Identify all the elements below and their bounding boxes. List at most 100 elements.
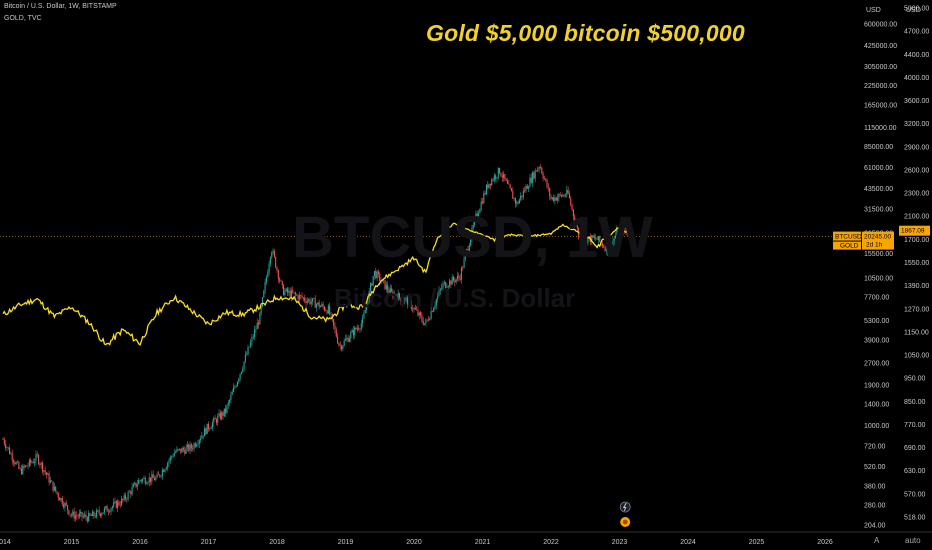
btc-candle-body — [360, 323, 362, 329]
btc-candle-body — [529, 177, 531, 188]
btc-candle-body — [319, 306, 322, 308]
btc-candle-body — [238, 378, 240, 382]
btc-candle-body — [599, 236, 601, 242]
btc-candle-body — [335, 329, 337, 337]
btc-candle-body — [402, 300, 405, 302]
btc-candle-body — [248, 346, 250, 348]
btc-candle-body — [535, 170, 538, 172]
btc-candle-body — [534, 170, 536, 179]
btc-candle-body — [31, 462, 33, 463]
time-tick-label: 2020 — [406, 539, 422, 546]
btc-candle-body — [284, 291, 286, 296]
btc-candle-body — [538, 167, 540, 169]
btc-candle-body — [76, 515, 78, 517]
btc-candle-body — [376, 271, 378, 279]
btc-candle-body — [409, 297, 411, 301]
time-tick-label: 2019 — [338, 539, 354, 546]
left-tick-label: 15500.00 — [864, 251, 893, 258]
earnings-event-dot — [622, 519, 628, 525]
legend-gold[interactable]: GOLD, TVC — [4, 15, 42, 22]
right-price-axis[interactable]: 5000.00 4700.00 4400.00 4000.00 3600.00 3200.… — [904, 6, 929, 522]
btc-candle-body — [554, 197, 556, 202]
right-tick-label: 5000.00 — [904, 6, 929, 13]
btc-candle-body — [275, 256, 277, 268]
btc-candle-body — [41, 462, 44, 472]
btc-candle-body — [391, 288, 393, 292]
legend-btc[interactable]: Bitcoin / U.S. Dollar, 1W, BITSTAMP — [4, 3, 117, 10]
btc-candle-body — [487, 184, 489, 188]
btc-candle-body — [601, 243, 603, 247]
btc-candle-body — [351, 329, 353, 333]
btc-candle-body — [242, 368, 244, 372]
btc-candle-body — [463, 258, 465, 269]
btc-candle-body — [73, 511, 75, 519]
right-tick-label: 4400.00 — [904, 52, 929, 59]
btc-candle-body — [164, 469, 166, 472]
btc-candle-body — [156, 474, 158, 478]
event-markers[interactable] — [619, 501, 631, 527]
btc-candle-body — [466, 249, 468, 254]
btc-candle-body — [377, 271, 379, 274]
btc-candle-body — [177, 449, 179, 450]
btc-candle-body — [97, 510, 99, 511]
btc-candle-body — [595, 237, 597, 240]
watermark-name: Bitcoin / U.S. Dollar — [334, 283, 576, 313]
btc-candle-body — [524, 190, 526, 192]
btc-candle-body — [472, 224, 474, 228]
right-tick-label: 690.00 — [904, 445, 926, 452]
btc-candle-body — [362, 318, 364, 324]
btc-candle-body — [464, 253, 466, 259]
btc-candle-body — [496, 177, 498, 179]
btc-candle-body — [102, 512, 104, 514]
btc-candle-body — [317, 302, 319, 305]
btc-candle-body — [397, 293, 399, 301]
btc-candle-body — [532, 172, 534, 183]
btc-candle-body — [304, 297, 306, 301]
btc-candle-body — [322, 304, 324, 307]
auto-scale-button[interactable]: auto — [905, 536, 921, 545]
btc-candle-body — [20, 468, 22, 474]
right-tick-label: 2600.00 — [904, 167, 929, 174]
time-axis[interactable]: 2014 2015 2016 2017 2018 2019 2020 2021 2022 2023… — [0, 531, 932, 546]
btc-candle-body — [539, 167, 542, 168]
btc-candle-body — [401, 300, 403, 302]
left-tick-label: 1900.00 — [864, 383, 889, 390]
timezone-button[interactable]: A — [874, 536, 880, 545]
btc-candle-body — [438, 290, 440, 296]
btc-candle-body — [203, 428, 206, 437]
btc-symbol-tag — [833, 231, 861, 241]
btc-candle-body — [514, 198, 516, 204]
btc-candle-body — [427, 319, 430, 321]
btc-candle-body — [258, 322, 260, 325]
btc-candle-body — [192, 448, 194, 450]
btc-candle-body — [443, 282, 445, 284]
btc-candle-body — [92, 511, 94, 517]
btc-candle-body — [184, 449, 186, 454]
btc-candle-body — [247, 346, 249, 355]
btc-candle-body — [566, 189, 568, 196]
btc-candle-body — [467, 249, 469, 251]
btc-candle-body — [259, 312, 261, 325]
btc-candle-body — [329, 305, 331, 315]
btc-candle-body — [537, 168, 539, 172]
btc-candle-body — [277, 270, 279, 279]
btc-candle-body — [240, 371, 242, 374]
btc-candle-body — [500, 173, 502, 177]
btc-candle-body — [417, 310, 419, 316]
left-price-axis[interactable]: 600000.00 425000.00 305000.00 225000.00 1650… — [864, 7, 897, 530]
btc-candle-body — [404, 298, 406, 301]
gold-price-tag-text: 1867.09 — [901, 228, 925, 235]
btc-candle-body — [614, 235, 617, 239]
btc-candle-body — [180, 448, 182, 453]
btc-candle-body — [499, 167, 501, 174]
btc-candle-body — [98, 510, 100, 514]
btc-candle-body — [528, 187, 530, 189]
btc-candle-body — [423, 323, 426, 325]
right-tick-label: 2300.00 — [904, 191, 929, 198]
btc-candle-body — [28, 459, 30, 466]
btc-candle-body — [6, 447, 8, 449]
btc-candle-body — [103, 508, 105, 513]
btc-candle-body — [398, 293, 401, 298]
